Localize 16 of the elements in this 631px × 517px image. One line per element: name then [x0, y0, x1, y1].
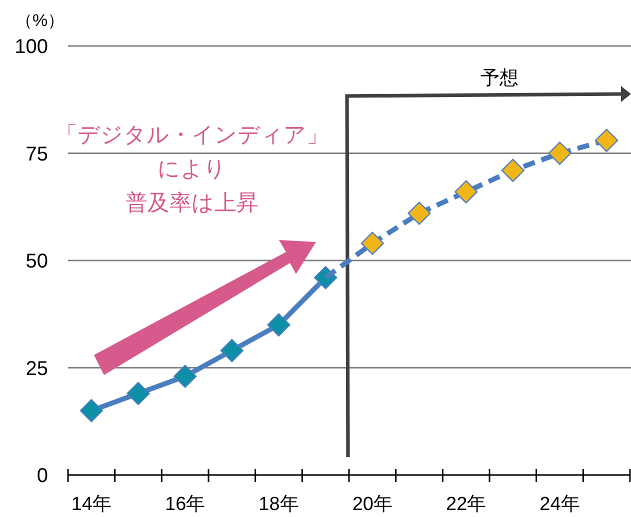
x-tick-label: 14年	[71, 494, 112, 515]
y-tick-label: 25	[26, 358, 48, 380]
y-tick-label: 75	[26, 143, 48, 166]
x-tick-label: 16年	[165, 494, 206, 515]
x-tick-label: 24年	[540, 494, 580, 515]
y-tick-label: 50	[26, 250, 48, 272]
x-tick-label: 22年	[446, 494, 486, 515]
x-tick-label: 20年	[352, 494, 392, 515]
annotation: 普及率は上昇	[126, 190, 258, 215]
y-tick-label: 100	[14, 36, 48, 58]
annotation: 「デジタル・インディア」	[56, 122, 328, 147]
annotation: 予想	[480, 68, 518, 89]
x-tick-label: 18年	[258, 494, 299, 515]
y-axis-title: （%）	[15, 11, 65, 30]
annotation: により	[158, 156, 226, 181]
y-tick-label: 0	[36, 465, 48, 487]
